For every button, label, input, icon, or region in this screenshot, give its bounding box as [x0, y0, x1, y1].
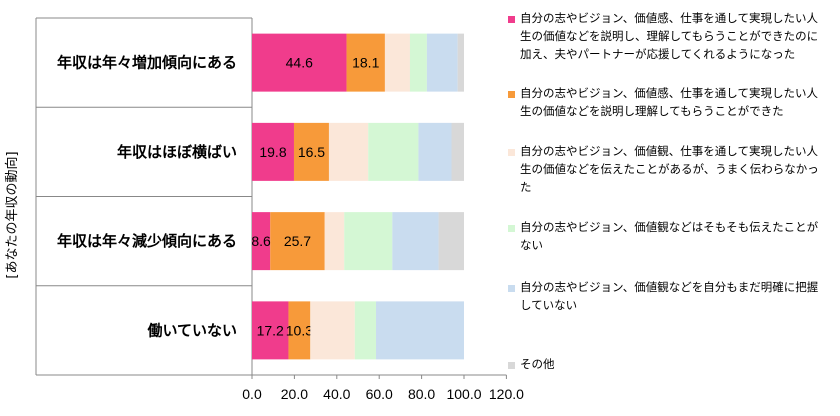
bar-segment — [310, 301, 355, 360]
bar-segment — [324, 212, 345, 271]
bar-segment — [288, 301, 311, 360]
data-label: 25.7 — [284, 233, 311, 249]
x-tick-label: 20.0 — [281, 386, 308, 402]
bar-segment — [344, 212, 393, 271]
bar-segment — [392, 212, 439, 271]
x-tick-label: 0.0 — [242, 386, 262, 402]
category-label: 年収はほぼ横ばい — [117, 143, 237, 161]
bar-segment — [346, 33, 385, 92]
data-label: 16.5 — [298, 144, 325, 160]
bar-segment — [328, 122, 369, 181]
plot-area: 0.0 20.0 40.0 60.0 80.0 100.0 120.0 年収は年々増加傾向にあ… — [35, 17, 524, 402]
legend: 自分の志やビジョン、価値感、仕事を通して実現したい人生の価値などを説明し、理解し… — [508, 11, 819, 371]
bar-segment — [376, 301, 464, 360]
x-tick-label: 40.0 — [323, 386, 350, 402]
bar-segment — [451, 122, 464, 181]
y-axis-title: [あなたの年収の動向] — [4, 151, 20, 278]
bar-segment — [368, 122, 419, 181]
bar-segment — [426, 33, 458, 92]
bar-segment — [293, 122, 329, 181]
chart-text: [あなたの年収の動向] — [4, 151, 20, 278]
legend-swatch — [508, 16, 515, 23]
x-tick-label: 60.0 — [366, 386, 393, 402]
category-label: 働いていない — [146, 321, 237, 339]
legend-item: 自分の志やビジョン、価値感、仕事を通して実現したい人生の価値などを説明し、理解し… — [520, 11, 818, 61]
legend-item: 自分の志やビジョン、価値観、仕事を通して実現したい人生の価値などを伝えたことがあ… — [520, 144, 819, 194]
category-label: 年収は年々増加傾向にある — [57, 54, 237, 72]
data-label: 17.2 — [257, 322, 284, 338]
bar-segment — [457, 33, 464, 92]
data-label: 19.8 — [259, 144, 286, 160]
legend-swatch — [508, 225, 515, 232]
bar-segment — [384, 33, 410, 92]
legend-item: その他 — [520, 357, 555, 371]
data-label: 10.3 — [286, 322, 313, 338]
category-label: 年収は年々減少傾向にある — [57, 232, 237, 250]
legend-swatch — [508, 285, 515, 292]
bar-segment — [409, 33, 427, 92]
x-tick-label: 80.0 — [408, 386, 435, 402]
legend-item: 自分の志やビジョン、価値感、仕事を通して実現したい人生の価値などを説明し理解して… — [520, 86, 818, 118]
data-label: 18.1 — [352, 55, 379, 71]
bar-segment — [252, 301, 289, 360]
bar-segment — [418, 122, 452, 181]
bar-segment — [252, 212, 271, 271]
bar-segment — [438, 212, 464, 271]
bar-segment — [270, 212, 325, 271]
data-label: 44.6 — [286, 55, 313, 71]
legend-swatch — [508, 91, 515, 98]
bar-segment — [252, 33, 347, 92]
legend-swatch — [508, 149, 515, 156]
legend-item: 自分の志やビジョン、価値観などはそもそも伝えたことがない — [520, 220, 819, 252]
legend-item: 自分の志やビジョン、価値観などを自分もまだ明確に把握していない — [520, 280, 819, 312]
legend-swatch — [508, 362, 515, 369]
bar-segment — [354, 301, 377, 360]
x-tick-label: 100.0 — [446, 386, 481, 402]
bar-segment — [252, 122, 294, 181]
x-tick-label: 120.0 — [489, 386, 524, 402]
data-label: 8.6 — [251, 233, 271, 249]
